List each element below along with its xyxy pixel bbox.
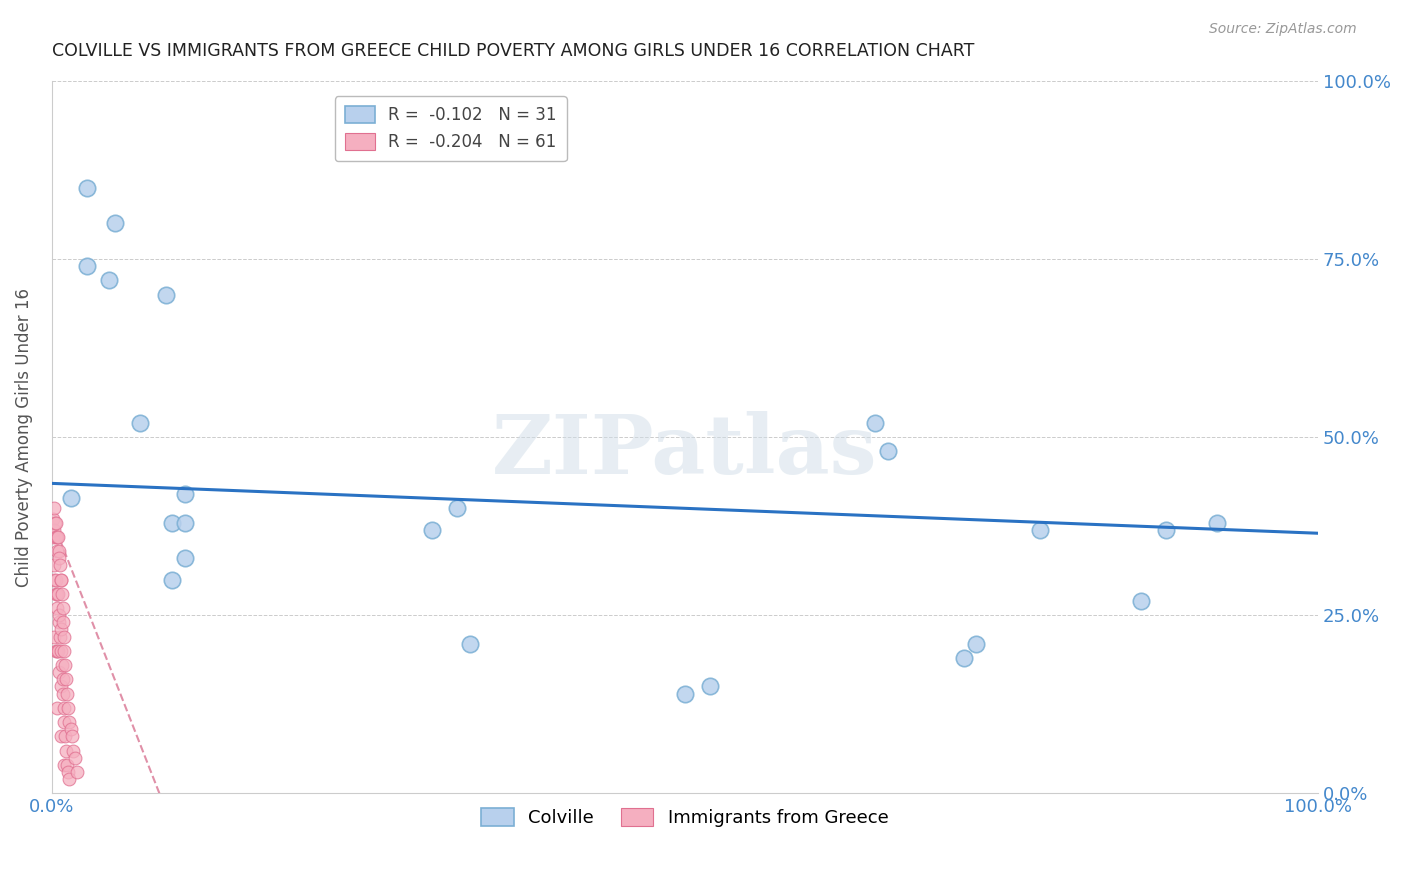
Point bbox=[44, 516, 66, 530]
Text: COLVILLE VS IMMIGRANTS FROM GREECE CHILD POVERTY AMONG GIRLS UNDER 16 CORRELATIO: COLVILLE VS IMMIGRANTS FROM GREECE CHILD… bbox=[52, 42, 974, 60]
Point bbox=[49, 558, 72, 573]
Point bbox=[863, 416, 886, 430]
Point bbox=[56, 757, 79, 772]
Point bbox=[49, 680, 72, 694]
Point bbox=[51, 573, 73, 587]
Point bbox=[876, 444, 898, 458]
Point bbox=[420, 523, 443, 537]
Point bbox=[104, 216, 127, 230]
Point bbox=[45, 530, 67, 544]
Point bbox=[673, 687, 696, 701]
Point bbox=[42, 501, 65, 516]
Point bbox=[51, 658, 73, 673]
Point bbox=[965, 637, 987, 651]
Point bbox=[55, 743, 77, 757]
Point bbox=[1205, 516, 1227, 530]
Point bbox=[58, 764, 80, 779]
Point bbox=[53, 729, 76, 743]
Point bbox=[62, 743, 84, 757]
Text: ZIPatlas: ZIPatlas bbox=[492, 411, 877, 491]
Point bbox=[46, 544, 69, 558]
Point bbox=[52, 630, 75, 644]
Point bbox=[45, 587, 67, 601]
Point bbox=[446, 501, 468, 516]
Point bbox=[58, 772, 80, 786]
Point bbox=[48, 615, 70, 630]
Point bbox=[160, 573, 183, 587]
Point bbox=[458, 637, 481, 651]
Point bbox=[46, 644, 69, 658]
Point bbox=[59, 723, 82, 737]
Point bbox=[53, 644, 76, 658]
Point bbox=[45, 530, 67, 544]
Point bbox=[53, 658, 76, 673]
Point bbox=[53, 715, 76, 730]
Point bbox=[45, 701, 67, 715]
Point bbox=[60, 729, 83, 743]
Legend: Colville, Immigrants from Greece: Colville, Immigrants from Greece bbox=[474, 800, 896, 834]
Point bbox=[45, 644, 67, 658]
Point bbox=[51, 587, 73, 601]
Point bbox=[51, 673, 73, 687]
Point bbox=[59, 491, 82, 505]
Point bbox=[52, 687, 75, 701]
Point bbox=[48, 551, 70, 566]
Y-axis label: Child Poverty Among Girls Under 16: Child Poverty Among Girls Under 16 bbox=[15, 287, 32, 587]
Point bbox=[44, 523, 66, 537]
Point bbox=[56, 687, 79, 701]
Point bbox=[46, 530, 69, 544]
Point bbox=[55, 673, 77, 687]
Point bbox=[51, 601, 73, 615]
Point bbox=[160, 516, 183, 530]
Point bbox=[66, 764, 89, 779]
Point bbox=[44, 573, 66, 587]
Point bbox=[48, 544, 70, 558]
Point bbox=[58, 701, 80, 715]
Point bbox=[42, 530, 65, 544]
Point bbox=[173, 516, 195, 530]
Point bbox=[76, 180, 98, 194]
Point bbox=[51, 644, 73, 658]
Point bbox=[173, 487, 195, 501]
Point bbox=[97, 273, 120, 287]
Point bbox=[46, 587, 69, 601]
Point bbox=[45, 573, 67, 587]
Point bbox=[45, 516, 67, 530]
Point bbox=[48, 608, 70, 623]
Point bbox=[155, 287, 177, 301]
Point bbox=[49, 630, 72, 644]
Point bbox=[45, 644, 67, 658]
Point bbox=[48, 665, 70, 680]
Point bbox=[52, 701, 75, 715]
Text: Source: ZipAtlas.com: Source: ZipAtlas.com bbox=[1209, 22, 1357, 37]
Point bbox=[42, 512, 65, 526]
Point bbox=[52, 615, 75, 630]
Point bbox=[44, 630, 66, 644]
Point bbox=[699, 680, 721, 694]
Point bbox=[173, 551, 195, 566]
Point bbox=[46, 601, 69, 615]
Point bbox=[49, 623, 72, 637]
Point bbox=[45, 587, 67, 601]
Point bbox=[42, 558, 65, 573]
Point bbox=[129, 416, 152, 430]
Point bbox=[53, 757, 76, 772]
Point bbox=[1028, 523, 1050, 537]
Point bbox=[63, 750, 86, 764]
Point bbox=[49, 573, 72, 587]
Point bbox=[49, 729, 72, 743]
Point bbox=[76, 259, 98, 273]
Point bbox=[952, 651, 974, 665]
Point bbox=[1154, 523, 1177, 537]
Point bbox=[1129, 594, 1152, 608]
Point bbox=[58, 715, 80, 730]
